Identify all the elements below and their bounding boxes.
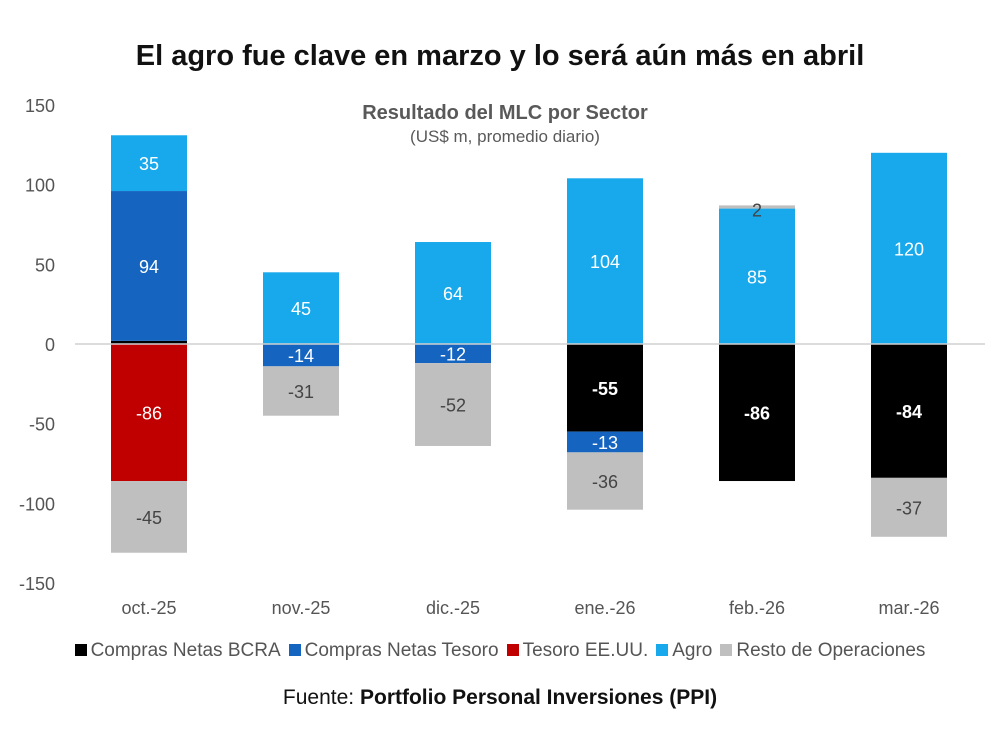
data-label: -55 (592, 379, 618, 399)
y-tick-label: -150 (19, 574, 55, 594)
bar-segment (111, 191, 187, 341)
data-label: 85 (747, 267, 767, 287)
legend-swatch (656, 644, 669, 656)
data-label: -84 (896, 402, 922, 422)
data-label: 35 (139, 154, 159, 174)
bar-segment (567, 431, 643, 453)
bar-segment (111, 481, 187, 553)
data-label: -31 (288, 382, 314, 402)
y-tick-label: 50 (35, 255, 55, 275)
legend: Compras Netas BCRA Compras Netas Tesoro Te… (0, 640, 1000, 662)
data-label: -86 (136, 404, 162, 424)
chart-subtitle: (US$ m, promedio diario) (410, 127, 600, 146)
y-tick-label: 150 (25, 96, 55, 116)
data-label: 104 (590, 252, 620, 272)
legend-label: Tesoro EE.UU. (522, 640, 649, 661)
x-tick-label: oct.-25 (121, 598, 176, 618)
y-tick-label: -50 (29, 415, 55, 435)
bar-segment (111, 135, 187, 192)
source-prefix: Fuente: (282, 686, 360, 709)
bar-segment (415, 344, 491, 364)
y-tick-label: -100 (19, 494, 55, 514)
x-tick-label: nov.-25 (272, 598, 331, 618)
bar-segment (567, 344, 643, 432)
data-label: 45 (291, 299, 311, 319)
data-label: -45 (136, 508, 162, 528)
x-tick-label: mar.-26 (878, 598, 939, 618)
legend-item: Agro (656, 640, 712, 662)
legend-item: Compras Netas BCRA (74, 640, 281, 662)
page-title: El agro fue clave en marzo y lo será aún… (135, 40, 865, 72)
bar-segment (263, 344, 339, 367)
data-label: -86 (744, 404, 770, 424)
legend-item: Resto de Operaciones (720, 640, 925, 662)
bar-segment (871, 477, 947, 537)
data-label: 64 (443, 284, 463, 304)
bar-segment (567, 178, 643, 344)
data-label: -37 (896, 498, 922, 518)
legend-swatch (288, 644, 301, 656)
x-tick-label: feb.-26 (729, 598, 785, 618)
bar-segment (415, 242, 491, 344)
data-label: -13 (592, 433, 618, 453)
legend-label: Compras Netas Tesoro (304, 640, 499, 661)
data-label: -36 (592, 472, 618, 492)
legend-swatch (74, 644, 87, 656)
bar-segment (111, 340, 187, 344)
x-tick-label: dic.-25 (426, 598, 480, 618)
bar-segment (871, 152, 947, 344)
bar-segment (567, 452, 643, 510)
chart-title: Resultado del MLC por Sector (362, 102, 648, 124)
y-tick-label: 100 (25, 176, 55, 196)
bar-segment (719, 208, 795, 344)
bar-segment (263, 366, 339, 416)
legend-swatch (720, 644, 733, 656)
data-label: -14 (288, 346, 314, 366)
legend-label: Agro (672, 640, 713, 661)
legend-label: Compras Netas BCRA (90, 640, 281, 661)
legend-item: Tesoro EE.UU. (506, 640, 649, 662)
data-label: 120 (894, 239, 924, 259)
bar-segment (719, 344, 795, 482)
data-label: 94 (139, 257, 159, 277)
y-tick-label: 0 (45, 335, 55, 355)
x-tick-label: ene.-26 (574, 598, 635, 618)
bar-segment (871, 344, 947, 478)
legend-label: Resto de Operaciones (736, 640, 926, 661)
bar-segment (415, 363, 491, 446)
data-label: -12 (440, 345, 466, 365)
legend-item: Compras Netas Tesoro (288, 640, 499, 662)
bar-segment (263, 272, 339, 344)
bar-segment (719, 205, 795, 209)
bar-segment (111, 344, 187, 482)
data-label: -52 (440, 396, 466, 416)
legend-swatch (506, 644, 519, 656)
data-label: 2 (752, 200, 762, 220)
source-note: Fuente: Portfolio Personal Inversiones (… (0, 686, 1000, 710)
source-name: Portfolio Personal Inversiones (PPI) (359, 686, 718, 709)
